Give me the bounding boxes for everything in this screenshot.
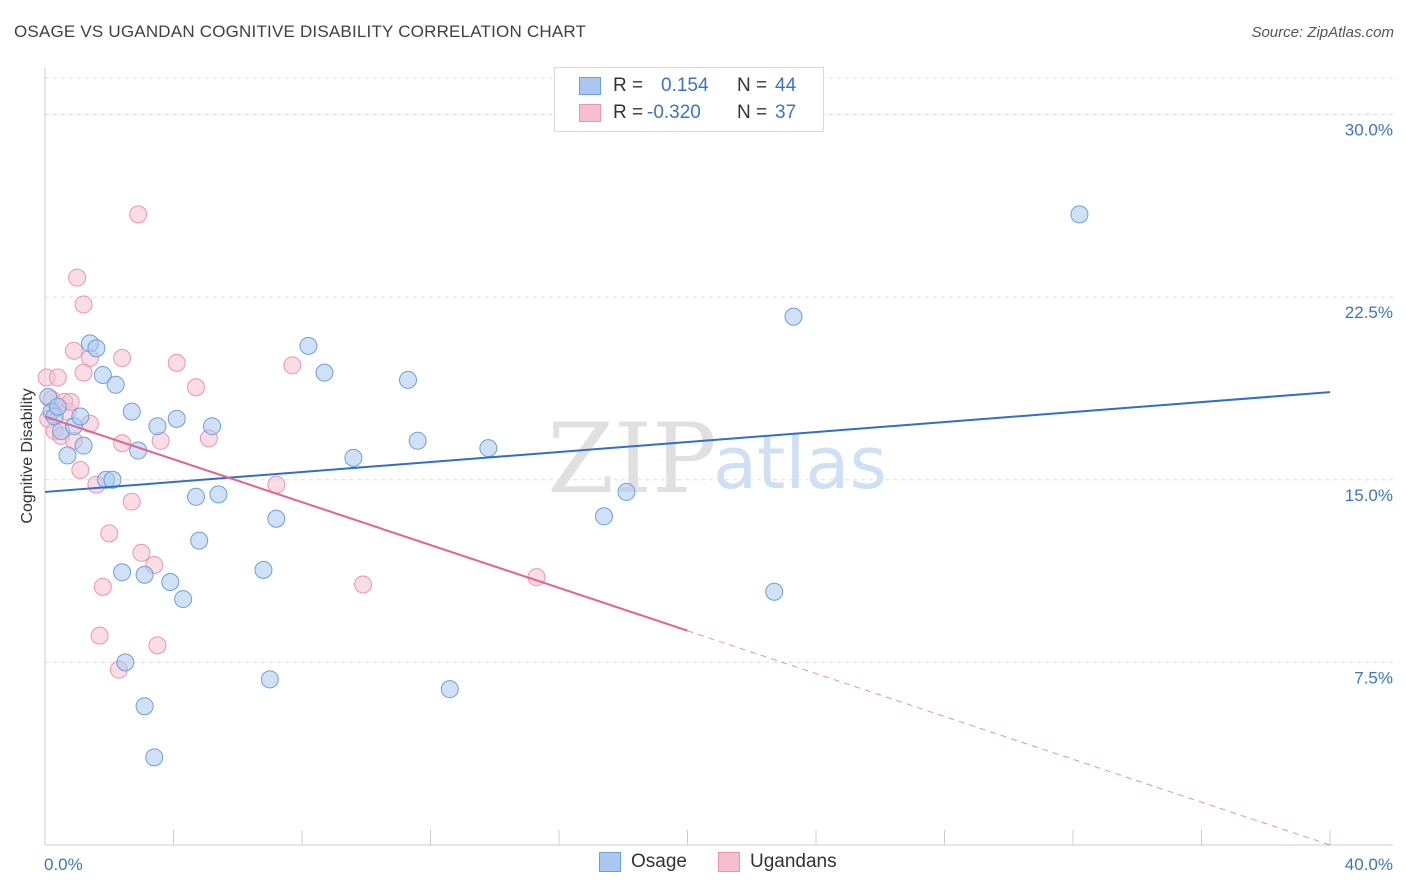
y-tick-label: 15.0% — [1345, 486, 1393, 505]
osage-point — [174, 590, 193, 609]
y-tick-label: 7.5% — [1354, 668, 1393, 687]
ugandans-point — [151, 431, 170, 450]
n-value: 37 — [775, 102, 797, 123]
osage-point — [203, 417, 222, 436]
osage-point — [299, 336, 318, 355]
osage-point — [167, 409, 186, 428]
grid-lines — [45, 77, 1393, 663]
ugandans-point — [100, 524, 119, 543]
osage-point — [440, 680, 459, 699]
ugandans-point — [186, 378, 205, 397]
osage-points — [39, 205, 1089, 767]
ugandans-swatch — [718, 852, 740, 872]
x-tick-label-max: 40.0% — [1345, 855, 1393, 874]
n-label: N = — [737, 75, 768, 96]
osage-point — [113, 563, 132, 582]
osage-point — [344, 448, 363, 467]
ugandans-point — [90, 626, 109, 645]
legend-item-ugandans[interactable]: Ugandans — [718, 851, 837, 873]
y-tick-label: 30.0% — [1345, 121, 1393, 140]
osage-trend-line — [44, 391, 1331, 493]
osage-point — [58, 446, 77, 465]
osage-point — [93, 366, 112, 385]
legend-item-osage[interactable]: Osage — [599, 851, 687, 873]
r-value: -0.320 — [647, 102, 701, 123]
ugandans-swatch — [579, 104, 601, 122]
osage-point — [594, 507, 613, 526]
r-label: R = — [613, 102, 644, 123]
ugandans-point — [167, 353, 186, 372]
osage-point — [190, 531, 209, 550]
osage-swatch — [579, 77, 601, 95]
r-label: R = — [613, 75, 644, 96]
osage-point — [106, 375, 125, 394]
watermark: ZIP atlas — [547, 403, 887, 515]
osage-point — [267, 509, 286, 528]
ugandans-point — [74, 295, 93, 314]
tick-labels: 7.5% 15.0% 22.5% 30.0% 0.0% 40.0% — [44, 121, 1393, 874]
legend-row-ugandans: R = -0.320 N = 37 — [579, 101, 796, 125]
source-label: Source: ZipAtlas.com — [1251, 24, 1394, 41]
osage-label: Osage — [631, 851, 687, 872]
ugandans-label: Ugandans — [750, 851, 837, 872]
r-value: 0.154 — [661, 75, 709, 96]
axes — [44, 68, 1393, 846]
osage-point — [408, 431, 427, 450]
osage-point — [315, 363, 334, 382]
ugandans-point — [132, 543, 151, 562]
ugandans-point — [122, 492, 141, 511]
trend-lines — [44, 391, 1331, 846]
osage-point — [48, 397, 67, 416]
watermark-atlas: atlas — [713, 421, 887, 505]
x-tick-label-min: 0.0% — [44, 855, 83, 874]
osage-point — [74, 436, 93, 455]
osage-point — [103, 470, 122, 489]
ugandans-point — [113, 349, 132, 368]
osage-point — [135, 565, 154, 584]
ugandans-points — [37, 205, 546, 679]
n-label: N = — [737, 102, 768, 123]
osage-point — [209, 485, 228, 504]
osage-point — [87, 339, 106, 358]
ugandans-point — [129, 205, 148, 224]
osage-point — [399, 370, 418, 389]
osage-point — [479, 439, 498, 458]
ugandans-point — [283, 356, 302, 375]
osage-point — [617, 482, 636, 501]
osage-point — [1070, 205, 1089, 224]
ugandans-point — [113, 434, 132, 453]
osage-point — [784, 307, 803, 326]
osage-point — [161, 573, 180, 592]
osage-point — [71, 407, 90, 426]
ugandans-point — [354, 575, 373, 594]
osage-point — [145, 748, 164, 767]
stats-legend: R = 0.154 N = 44 R = -0.320 N = 37 — [554, 67, 824, 132]
chart-title: OSAGE VS UGANDAN COGNITIVE DISABILITY CO… — [14, 22, 587, 41]
ugandans-point — [68, 268, 87, 287]
ugandans-point — [148, 636, 167, 655]
ugandans-trend-line — [44, 415, 688, 632]
y-tick-label: 22.5% — [1345, 303, 1393, 322]
osage-point — [116, 653, 135, 672]
ugandans-trend-extension — [687, 630, 1331, 846]
ugandans-point — [48, 368, 67, 387]
ugandans-point — [93, 577, 112, 596]
legend-row-osage: R = 0.154 N = 44 — [579, 74, 796, 98]
osage-point — [765, 582, 784, 601]
osage-point — [135, 697, 154, 716]
osage-point — [122, 402, 141, 421]
osage-swatch — [599, 852, 621, 872]
osage-point — [260, 670, 279, 689]
ugandans-point — [64, 341, 83, 360]
n-value: 44 — [775, 75, 797, 96]
ugandans-point — [71, 461, 90, 480]
osage-point — [148, 417, 167, 436]
osage-point — [186, 487, 205, 506]
osage-point — [254, 560, 273, 579]
